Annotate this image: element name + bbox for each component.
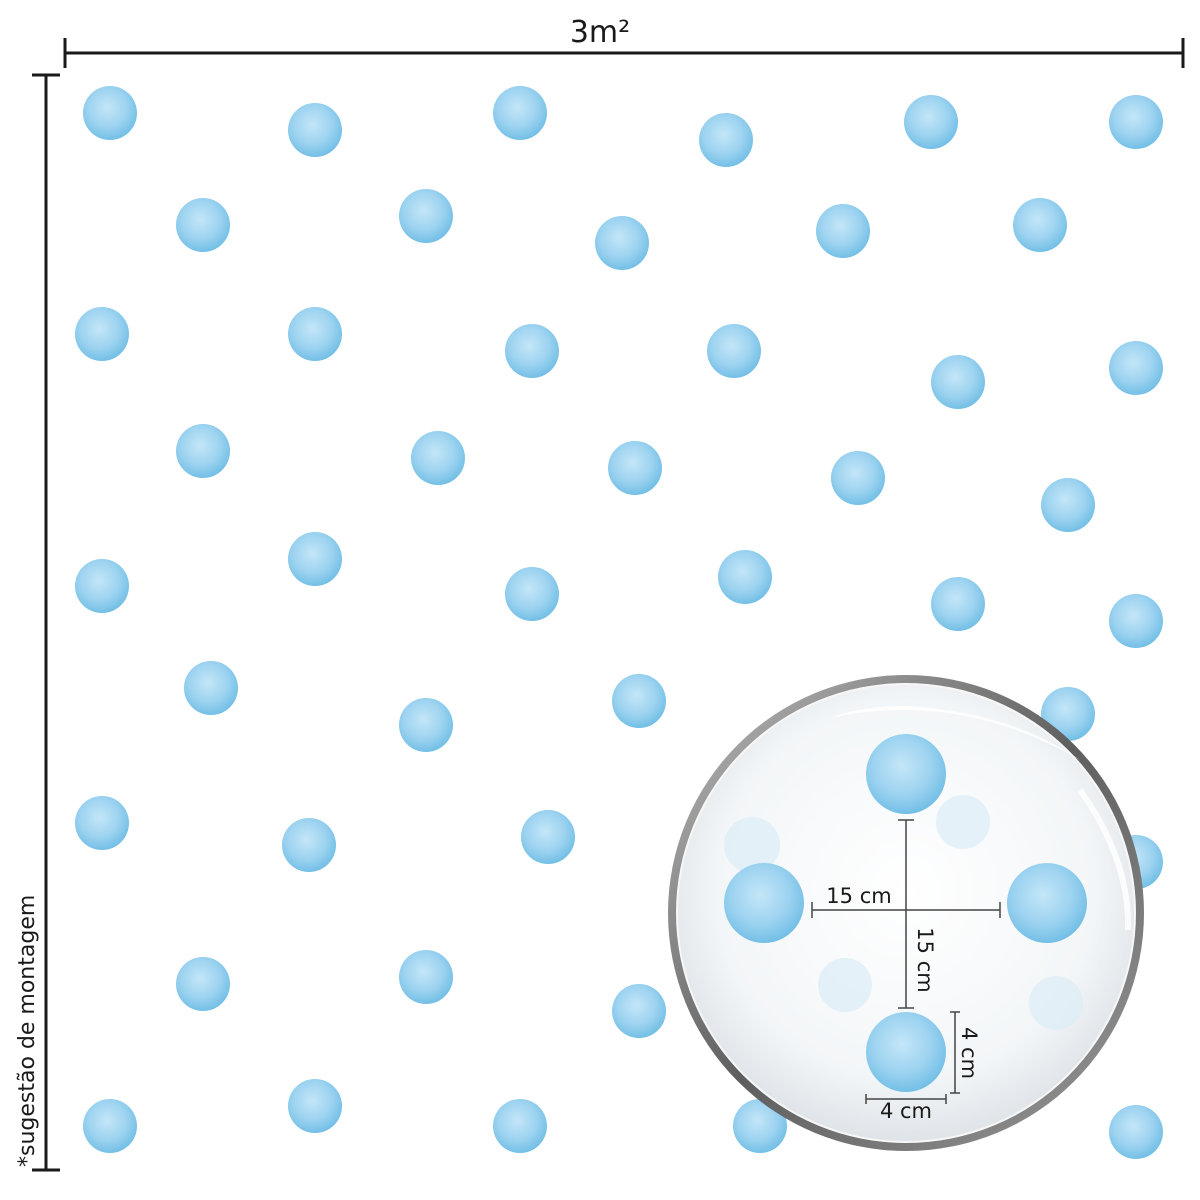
enlarged-dot-top: [866, 734, 946, 814]
polka-dot: [176, 957, 230, 1011]
lens-content: 15 cm 15 cm 4 cm 4 cm: [724, 734, 1087, 1123]
polka-dot: [1109, 341, 1163, 395]
faint-dot: [818, 958, 872, 1012]
polka-dot: [1109, 594, 1163, 648]
vertical-spacing-label: 15 cm: [913, 927, 937, 992]
polka-dot: [1109, 95, 1163, 149]
polka-dot: [831, 451, 885, 505]
height-dimension: *sugestão de montagem: [15, 73, 60, 1172]
dot-height-label: 4 cm: [957, 1027, 981, 1079]
magnifier-lens: 15 cm 15 cm 4 cm 4 cm: [668, 675, 1144, 1151]
polka-dot: [288, 1079, 342, 1133]
polka-dot: [176, 424, 230, 478]
enlarged-dot-bottom: [866, 1012, 946, 1092]
polka-dot: [83, 1099, 137, 1153]
polka-dot: [288, 103, 342, 157]
polka-dot: [411, 431, 465, 485]
polka-dot: [904, 95, 958, 149]
dot-width-label: 4 cm: [880, 1099, 932, 1123]
polka-dot: [816, 204, 870, 258]
polka-dot: [493, 1099, 547, 1153]
polka-dot: [184, 661, 238, 715]
polka-dot: [399, 189, 453, 243]
polka-dot: [718, 550, 772, 604]
polka-dot: [699, 113, 753, 167]
polka-dot: [75, 559, 129, 613]
polka-dot: [612, 674, 666, 728]
polka-dot: [83, 86, 137, 140]
polka-dot: [282, 818, 336, 872]
width-label: 3m²: [570, 15, 630, 50]
polka-dot: [707, 324, 761, 378]
polka-dot: [493, 86, 547, 140]
spacing-guides: [811, 819, 1001, 1104]
faint-dot: [936, 795, 990, 849]
polka-dot: [608, 441, 662, 495]
polka-dot: [176, 198, 230, 252]
polka-dot: [505, 324, 559, 378]
polka-dot: [612, 984, 666, 1038]
polka-dot: [288, 532, 342, 586]
polka-dot: [505, 567, 559, 621]
side-label: *sugestão de montagem: [15, 895, 40, 1167]
width-dimension: 3m²: [63, 15, 1185, 68]
faint-dot: [1029, 976, 1083, 1030]
polka-dot: [931, 355, 985, 409]
enlarged-dot-left: [724, 863, 804, 943]
faint-dot: [724, 817, 780, 873]
polka-dot: [521, 810, 575, 864]
polka-dot: [733, 1099, 787, 1153]
lens-highlight-edge: [1077, 788, 1132, 931]
polka-dot: [1041, 478, 1095, 532]
polka-dot: [399, 950, 453, 1004]
polka-dot: [75, 307, 129, 361]
enlarged-dot-right: [1007, 863, 1087, 943]
polka-dot: [75, 796, 129, 850]
horizontal-spacing-label: 15 cm: [826, 884, 891, 908]
polka-dot: [1109, 1105, 1163, 1159]
polka-dot: [1013, 198, 1067, 252]
lens-highlight: [830, 706, 1080, 760]
polka-dot: [399, 698, 453, 752]
polka-dot-pattern: [75, 86, 1163, 1159]
polka-dot: [931, 577, 985, 631]
polka-dot: [595, 216, 649, 270]
polka-dot: [288, 307, 342, 361]
